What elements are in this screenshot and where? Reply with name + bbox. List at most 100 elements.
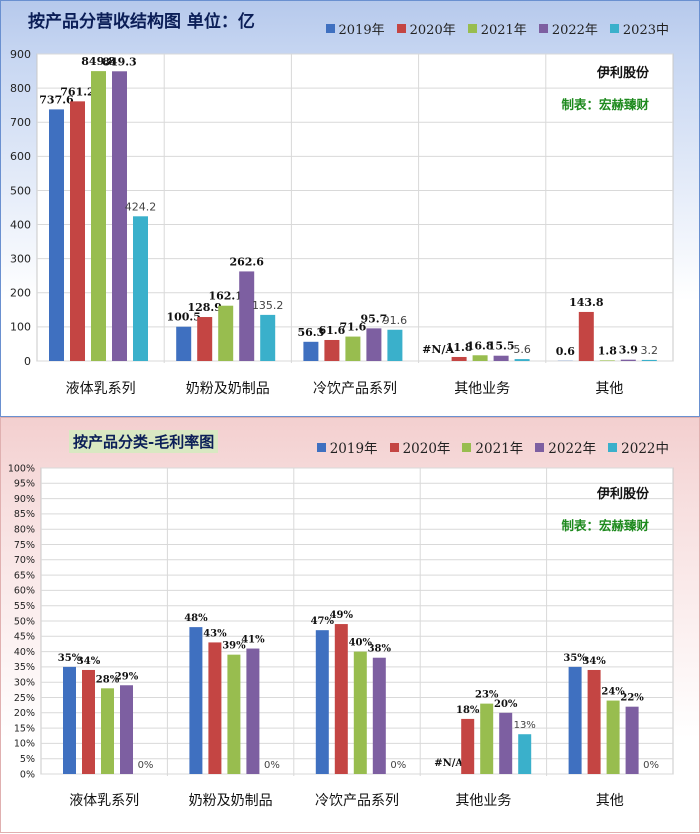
bar xyxy=(366,328,381,361)
bar xyxy=(579,312,594,361)
bar xyxy=(316,630,329,774)
bar xyxy=(70,101,85,361)
y-tick-label: 100% xyxy=(8,463,35,474)
bar xyxy=(607,701,620,774)
y-tick-label: 65% xyxy=(14,570,35,581)
x-category-label: 冷饮产品系列 xyxy=(315,793,399,809)
data-label: 43% xyxy=(203,628,227,639)
bar xyxy=(373,658,386,774)
y-tick-label: 55% xyxy=(14,601,35,612)
x-category-label: 冷饮产品系列 xyxy=(313,381,397,397)
y-tick-label: 35% xyxy=(14,662,35,673)
bar xyxy=(600,360,615,361)
bar xyxy=(82,670,95,774)
y-tick-label: 45% xyxy=(14,632,35,643)
data-label: 0% xyxy=(138,760,154,771)
bar xyxy=(345,337,360,361)
bar xyxy=(176,327,191,361)
x-category-label: 其他业务 xyxy=(454,381,510,397)
bar xyxy=(91,71,106,361)
bar xyxy=(63,667,76,774)
y-tick-label: 50% xyxy=(14,616,35,627)
data-label: 49% xyxy=(330,610,354,621)
data-label: 13% xyxy=(514,720,536,731)
bar xyxy=(515,359,530,361)
data-label: 849.3 xyxy=(102,55,136,68)
bar xyxy=(473,355,488,361)
y-tick-label: 30% xyxy=(14,678,35,689)
y-tick-label: 300 xyxy=(10,253,31,266)
data-label: 761.2 xyxy=(60,85,94,98)
bar xyxy=(239,271,254,361)
data-label: 0% xyxy=(264,760,280,771)
x-category-label: 液体乳系列 xyxy=(66,381,136,397)
y-tick-label: 5% xyxy=(20,754,35,765)
y-tick-label: 0% xyxy=(20,769,35,780)
bar xyxy=(518,734,531,774)
y-tick-label: 60% xyxy=(14,586,35,597)
bar xyxy=(197,317,212,361)
data-label: 162.1 xyxy=(208,290,242,303)
data-label: 34% xyxy=(582,656,606,667)
company-note: 伊利股份 xyxy=(596,486,650,502)
data-label: 34% xyxy=(77,656,101,667)
company-note: 伊利股份 xyxy=(596,65,650,81)
data-label: 0% xyxy=(643,760,659,771)
bar xyxy=(499,713,512,774)
author-note: 制表：宏赫臻财 xyxy=(561,97,649,112)
data-label: 3.2 xyxy=(641,344,659,357)
bar xyxy=(208,642,221,774)
bar xyxy=(246,649,259,774)
bar xyxy=(133,216,148,361)
bar xyxy=(452,357,467,361)
bar xyxy=(588,670,601,774)
bar xyxy=(354,652,367,774)
data-label: 424.2 xyxy=(125,200,157,213)
data-label: 41% xyxy=(241,635,265,646)
data-label: 91.6 xyxy=(383,314,408,327)
bar xyxy=(260,315,275,361)
bar xyxy=(218,306,233,361)
y-tick-label: 80% xyxy=(14,525,35,536)
bar xyxy=(335,624,348,774)
bar xyxy=(120,685,133,774)
bar xyxy=(569,667,582,774)
data-label: 5.6 xyxy=(513,343,531,356)
margin-chart-svg: 0%5%10%15%20%25%30%35%40%45%50%55%60%65%… xyxy=(1,418,700,834)
y-tick-label: 900 xyxy=(10,48,31,61)
y-tick-label: 20% xyxy=(14,708,35,719)
data-label: 18% xyxy=(456,705,480,716)
y-tick-label: 100 xyxy=(10,321,31,334)
y-tick-label: 25% xyxy=(14,693,35,704)
y-tick-label: 700 xyxy=(10,116,31,129)
y-tick-label: 600 xyxy=(10,150,31,163)
x-category-label: 奶粉及奶制品 xyxy=(189,793,273,809)
x-category-label: 奶粉及奶制品 xyxy=(186,381,270,397)
bar xyxy=(642,360,657,361)
y-tick-label: 200 xyxy=(10,287,31,300)
data-label: 38% xyxy=(368,644,392,655)
data-label: 29% xyxy=(115,671,139,682)
bar xyxy=(189,627,202,774)
y-tick-label: 800 xyxy=(10,82,31,95)
x-category-label: 液体乳系列 xyxy=(69,793,139,809)
data-label: 48% xyxy=(184,613,208,624)
data-label: 22% xyxy=(620,693,644,704)
x-category-label: 其他 xyxy=(596,793,624,809)
y-tick-label: 500 xyxy=(10,184,31,197)
x-category-label: 其他业务 xyxy=(455,793,511,809)
bar xyxy=(494,356,509,361)
author-note: 制表：宏赫臻财 xyxy=(561,518,649,533)
bar xyxy=(227,655,240,774)
data-label: 3.9 xyxy=(619,344,638,357)
data-label: 262.6 xyxy=(229,255,264,268)
bar xyxy=(101,688,114,774)
data-label: 143.8 xyxy=(569,296,604,309)
y-tick-label: 95% xyxy=(14,479,35,490)
y-tick-label: 40% xyxy=(14,647,35,658)
bar xyxy=(49,109,64,361)
y-tick-label: 15% xyxy=(14,723,35,734)
bar xyxy=(461,719,474,774)
